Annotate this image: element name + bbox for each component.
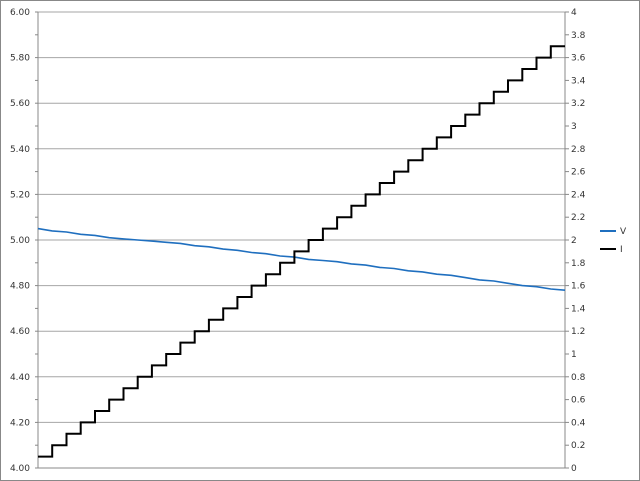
right-tick-label: 2.4 xyxy=(571,190,586,200)
series-line-V xyxy=(37,227,566,291)
left-tick-label: 5.20 xyxy=(10,190,30,200)
right-tick-label: 1.4 xyxy=(571,304,586,314)
right-tick-label: 3 xyxy=(571,122,577,132)
right-tick-label: 1 xyxy=(571,350,577,360)
right-tick-label: 0.8 xyxy=(571,373,586,383)
series-line-I xyxy=(38,45,565,458)
right-tick-label: 1.2 xyxy=(571,327,585,337)
left-tick-label: 4.00 xyxy=(10,464,30,474)
right-tick-label: 1.6 xyxy=(571,282,586,292)
right-tick-label: 0 xyxy=(571,464,577,474)
right-tick-label: 3.2 xyxy=(571,99,585,109)
legend-label-V: V xyxy=(620,227,627,237)
right-tick-label: 4 xyxy=(571,8,577,18)
right-tick-label: 0.6 xyxy=(571,396,586,406)
right-tick-label: 2.6 xyxy=(571,168,586,178)
right-tick-label: 3.6 xyxy=(571,54,586,64)
right-tick-label: 3.4 xyxy=(571,76,586,86)
left-tick-label: 5.00 xyxy=(10,236,30,246)
left-tick-label: 5.80 xyxy=(10,54,30,64)
left-tick-label: 4.40 xyxy=(10,373,30,383)
left-tick-label: 5.40 xyxy=(10,145,30,155)
left-tick-label: 4.20 xyxy=(10,418,30,428)
right-tick-label: 1.8 xyxy=(571,259,586,269)
right-tick-label: 0.2 xyxy=(571,441,585,451)
left-tick-label: 4.80 xyxy=(10,282,30,292)
left-tick-label: 5.60 xyxy=(10,99,30,109)
left-tick-label: 4.60 xyxy=(10,327,30,337)
left-tick-label: 6.00 xyxy=(10,8,30,18)
right-tick-label: 3.8 xyxy=(571,31,586,41)
right-tick-label: 2.8 xyxy=(571,145,586,155)
right-tick-label: 0.4 xyxy=(571,418,586,428)
legend-label-I: I xyxy=(620,245,623,255)
right-tick-label: 2 xyxy=(571,236,577,246)
right-tick-label: 2.2 xyxy=(571,213,585,223)
